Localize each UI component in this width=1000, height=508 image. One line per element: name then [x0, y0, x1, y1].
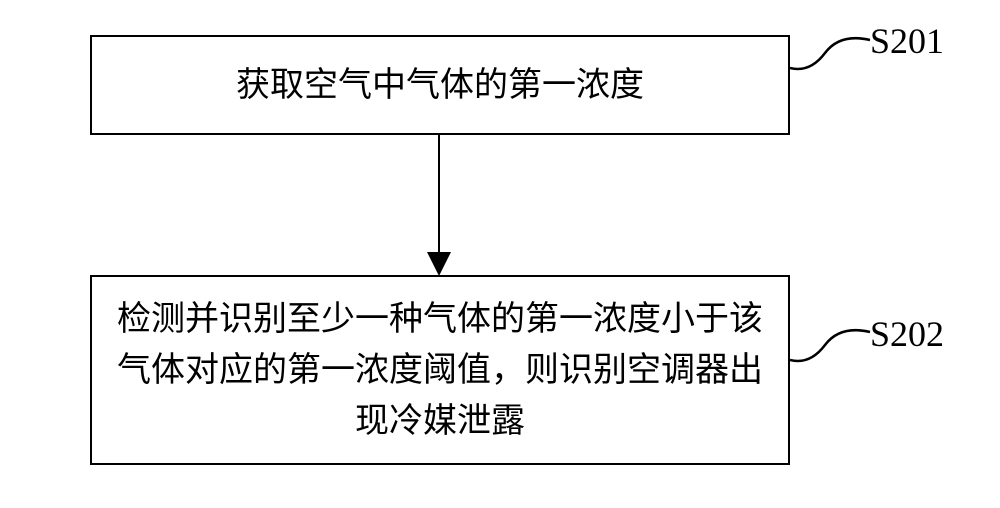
- flow-arrow-head: [427, 252, 451, 276]
- flow-step-1: 获取空气中气体的第一浓度: [90, 35, 790, 135]
- flow-arrow-line: [438, 135, 440, 255]
- connector-curve-2: [790, 320, 872, 370]
- flow-step-2-text: 检测并识别至少一种气体的第一浓度小于该气体对应的第一浓度阈值，则识别空调器出现冷…: [112, 294, 768, 447]
- connector-curve-1: [790, 28, 872, 78]
- step-label-1: S201: [870, 20, 944, 62]
- flow-step-1-text: 获取空气中气体的第一浓度: [236, 60, 644, 111]
- step-label-2: S202: [870, 313, 944, 355]
- flow-step-2: 检测并识别至少一种气体的第一浓度小于该气体对应的第一浓度阈值，则识别空调器出现冷…: [90, 275, 790, 465]
- flowchart-container: 获取空气中气体的第一浓度 S201 检测并识别至少一种气体的第一浓度小于该气体对…: [0, 0, 1000, 508]
